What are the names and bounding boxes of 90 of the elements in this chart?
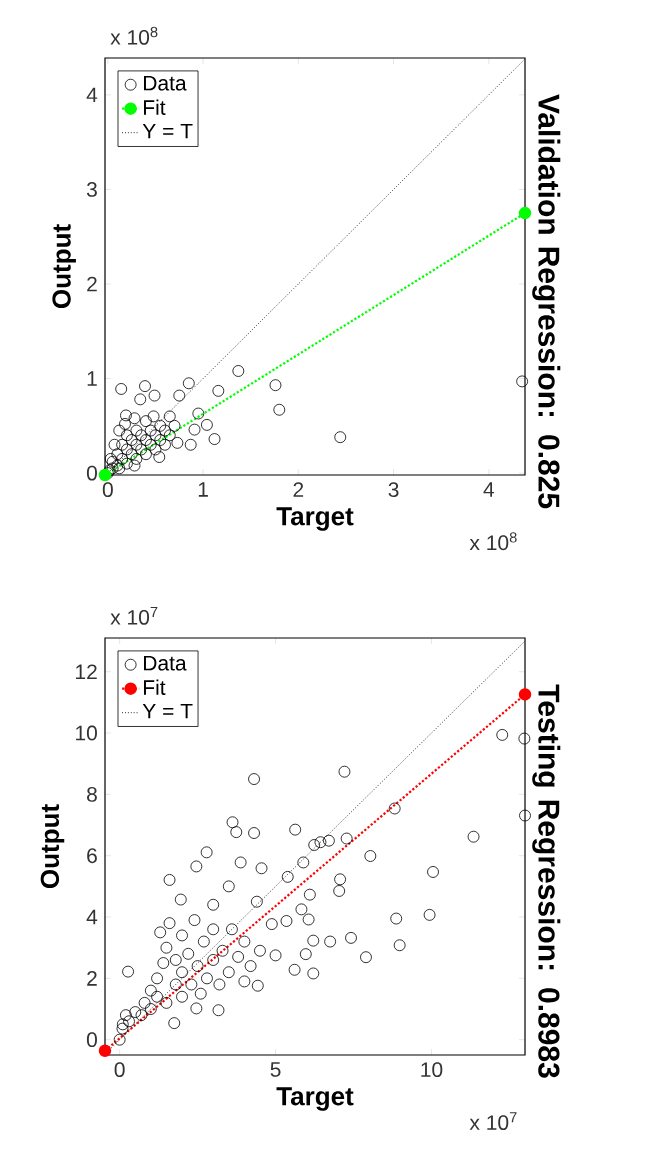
- point: [144, 438, 157, 451]
- point: [130, 438, 143, 451]
- legend-label: Fit: [144, 99, 166, 115]
- y-tick-label: 10: [76, 725, 97, 741]
- point: [130, 424, 143, 437]
- point: [516, 375, 529, 388]
- text: x 10$^{7}$: [110, 606, 158, 625]
- point: [128, 459, 141, 472]
- point: [113, 424, 126, 437]
- y-tick-label: 1: [87, 371, 97, 386]
- point: [108, 438, 121, 451]
- point: [518, 206, 532, 220]
- x-tick-label: 0: [102, 482, 113, 498]
- point: [130, 453, 143, 465]
- point: [111, 448, 124, 461]
- point: [192, 407, 205, 420]
- point: [173, 389, 186, 402]
- x-axis-title: Target: [276, 1087, 354, 1111]
- legend-label: Data: [144, 75, 187, 91]
- point: [144, 424, 157, 437]
- point: [212, 384, 225, 397]
- point: [182, 377, 195, 390]
- point: [140, 434, 152, 446]
- point: [121, 429, 133, 442]
- point: [135, 443, 148, 456]
- legend-label: Y = T: [142, 703, 193, 719]
- point: [125, 448, 138, 461]
- point: [171, 436, 184, 449]
- legend-label: Y = T: [142, 123, 193, 139]
- point: [119, 418, 131, 430]
- point: [184, 438, 197, 451]
- point: [116, 453, 129, 465]
- text: x 10$^{8}$: [469, 532, 517, 551]
- point: [334, 431, 347, 444]
- y-tick-label: 0: [86, 1032, 97, 1048]
- x-tick-label: 3: [388, 482, 399, 498]
- y-axis-title: Output: [40, 804, 65, 889]
- point: [121, 457, 133, 470]
- point: [168, 419, 181, 432]
- y-tick-label: 4: [86, 87, 98, 103]
- point: [159, 424, 171, 437]
- point: [269, 379, 282, 392]
- point: [140, 415, 152, 427]
- point: [232, 365, 245, 377]
- y-tick-label: 4: [86, 909, 98, 925]
- point: [208, 433, 221, 445]
- x-tick-label: 1: [198, 482, 208, 497]
- x-tick-label: 0: [114, 1062, 125, 1078]
- text: Testing Regression: 0.8983: [532, 684, 561, 1078]
- legend-label: Data: [144, 655, 187, 671]
- point: [147, 410, 160, 423]
- point: [134, 393, 147, 406]
- text: x 10$^{8}$: [110, 26, 158, 45]
- text: x 10$^{7}$: [469, 1112, 517, 1131]
- y-tick-label: 0: [86, 465, 97, 481]
- point: [163, 410, 176, 423]
- point: [120, 409, 132, 422]
- y-tick-label: 2: [87, 276, 97, 292]
- point: [121, 443, 133, 456]
- point: [116, 438, 129, 451]
- text: Validation Regression: 0.825: [532, 94, 561, 509]
- point: [149, 429, 162, 442]
- y-tick-label: 3: [86, 182, 97, 197]
- x-tick-label: 2: [293, 482, 304, 497]
- point: [159, 438, 171, 451]
- point: [148, 389, 161, 402]
- point: [135, 429, 148, 442]
- x-axis-title: Target: [276, 507, 354, 531]
- point: [154, 434, 167, 446]
- x-tick-label: 4: [483, 482, 495, 497]
- x-tick-label: 10: [421, 1062, 443, 1078]
- point: [139, 380, 151, 393]
- y-tick-label: 6: [87, 848, 97, 864]
- point: [128, 412, 141, 425]
- point: [125, 434, 138, 446]
- y-axis-title: Output: [52, 224, 76, 309]
- point: [188, 423, 201, 436]
- point: [201, 418, 213, 431]
- legend-label: Fit: [144, 679, 166, 695]
- point: [153, 451, 166, 463]
- y-tick-label: 2: [87, 971, 97, 986]
- point: [140, 448, 152, 461]
- point: [273, 403, 286, 416]
- y-tick-label: 12: [76, 664, 97, 680]
- y-tick-label: 8: [87, 786, 97, 802]
- x-tick-label: 5: [270, 1062, 281, 1077]
- point: [163, 429, 176, 442]
- point: [115, 383, 128, 395]
- point: [149, 443, 162, 456]
- point: [154, 419, 167, 432]
